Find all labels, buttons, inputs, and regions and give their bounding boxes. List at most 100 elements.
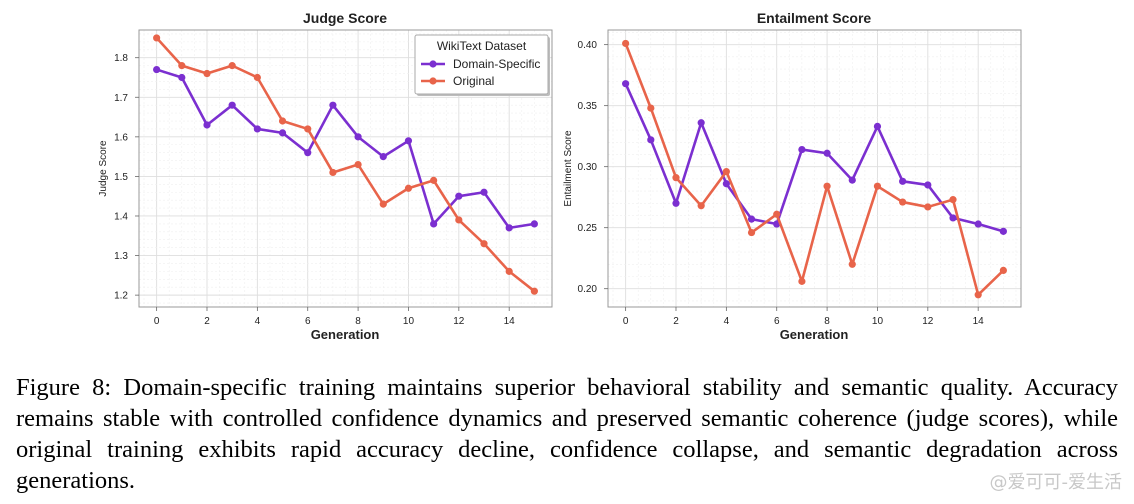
data-point <box>354 160 362 169</box>
y-tick-label: 0.25 <box>578 223 598 234</box>
data-point <box>203 121 211 129</box>
data-point <box>949 196 957 204</box>
y-tick-label: 1.3 <box>114 251 128 262</box>
data-point <box>329 168 337 177</box>
plot-frame <box>138 29 553 308</box>
data-point <box>379 153 387 161</box>
y-tick-label: 0.35 <box>578 101 598 112</box>
data-point <box>747 228 756 237</box>
data-point <box>823 149 831 157</box>
x-tick-label: 8 <box>355 316 361 327</box>
y-tick-label: 1.7 <box>114 93 128 104</box>
series-line <box>624 42 1005 297</box>
data-point <box>153 65 161 74</box>
x-tick-label: 8 <box>824 316 830 327</box>
legend-box <box>414 34 549 95</box>
x-tick-label: 6 <box>305 316 311 327</box>
grid <box>608 30 1021 307</box>
y-tick-label: 1.5 <box>114 172 128 183</box>
data-point <box>697 119 705 127</box>
series-original <box>622 39 1007 299</box>
data-point <box>304 125 312 133</box>
x-tick-label: 4 <box>724 316 730 327</box>
data-point <box>924 181 932 189</box>
data-point <box>899 177 907 185</box>
data-point <box>203 69 211 78</box>
data-point <box>430 176 438 184</box>
data-point <box>823 182 831 190</box>
y-tick-label: 1.8 <box>114 53 128 64</box>
legend-label: Domain-Specific <box>453 57 540 71</box>
data-point <box>354 133 362 141</box>
y-tick-label: 0.30 <box>578 162 598 173</box>
legend-swatch-marker <box>429 60 437 68</box>
legend-title: WikiText Dataset <box>437 39 527 53</box>
data-point <box>873 182 882 190</box>
data-point <box>722 167 730 176</box>
data-point <box>848 260 856 268</box>
data-point <box>949 214 957 222</box>
data-point <box>404 137 413 145</box>
x-tick-label: 2 <box>204 316 210 327</box>
data-point <box>228 101 236 109</box>
data-point <box>455 192 463 200</box>
legend-label: Original <box>453 74 494 88</box>
data-point <box>798 145 806 154</box>
data-point <box>974 220 982 228</box>
y-tick-label: 0.40 <box>578 40 598 51</box>
data-point <box>329 101 337 109</box>
y-axis-label: Judge Score <box>98 140 109 197</box>
data-point <box>304 149 312 157</box>
y-axis-label: Entailment Score <box>563 130 574 207</box>
x-tick-label: 12 <box>922 316 934 327</box>
data-point <box>278 129 287 137</box>
data-point <box>505 267 513 275</box>
data-point <box>505 224 513 232</box>
data-point <box>798 277 806 285</box>
x-tick-label: 0 <box>623 316 629 327</box>
data-point <box>999 266 1007 274</box>
watermark: @爱可可-爱生活 <box>989 472 1123 493</box>
series-line <box>155 68 536 230</box>
plot-area <box>608 30 1021 307</box>
data-point <box>404 184 413 192</box>
data-point <box>999 227 1007 235</box>
data-point <box>455 216 463 224</box>
x-tick-label: 6 <box>774 316 780 327</box>
data-point <box>530 220 538 228</box>
data-point <box>924 203 932 211</box>
data-point <box>647 104 655 112</box>
data-point <box>722 180 730 188</box>
x-tick-label: 4 <box>255 316 261 327</box>
series-original <box>153 34 538 295</box>
chart-0: 0 2 4 6 8 10 12 14 1.2 1.3 1.4 1.5 1.6 1.7 1.8 Judge Sc… <box>98 10 553 342</box>
data-point <box>622 39 630 48</box>
chart-title: Judge Score <box>303 10 387 26</box>
legend: WikiText Dataset Domain-Specific Original <box>414 34 550 96</box>
data-point <box>480 188 488 196</box>
data-point <box>773 210 781 218</box>
chart-title: Entailment Score <box>757 10 872 26</box>
x-tick-label: 14 <box>973 316 985 327</box>
x-tick-label: 10 <box>403 316 415 327</box>
x-tick-label: 10 <box>872 316 884 327</box>
series-line <box>624 82 1005 233</box>
figure-caption: Figure 8: Domain-specific training maint… <box>16 374 1118 494</box>
data-point <box>228 62 236 70</box>
x-tick-label: 0 <box>154 316 160 327</box>
series-domain-specific <box>622 80 1007 235</box>
series-domain-specific <box>153 65 538 232</box>
y-tick-label: 1.4 <box>114 211 128 222</box>
y-tick-label: 1.2 <box>114 291 128 302</box>
x-axis-label: Generation <box>780 327 849 342</box>
data-point <box>178 73 186 82</box>
data-point <box>873 122 882 131</box>
data-point <box>178 62 186 70</box>
plot-frame <box>607 29 1022 308</box>
legend-swatch-marker <box>429 77 437 85</box>
series-line <box>155 36 536 293</box>
data-point <box>253 125 261 133</box>
x-tick-label: 2 <box>673 316 679 327</box>
data-point <box>153 34 161 42</box>
